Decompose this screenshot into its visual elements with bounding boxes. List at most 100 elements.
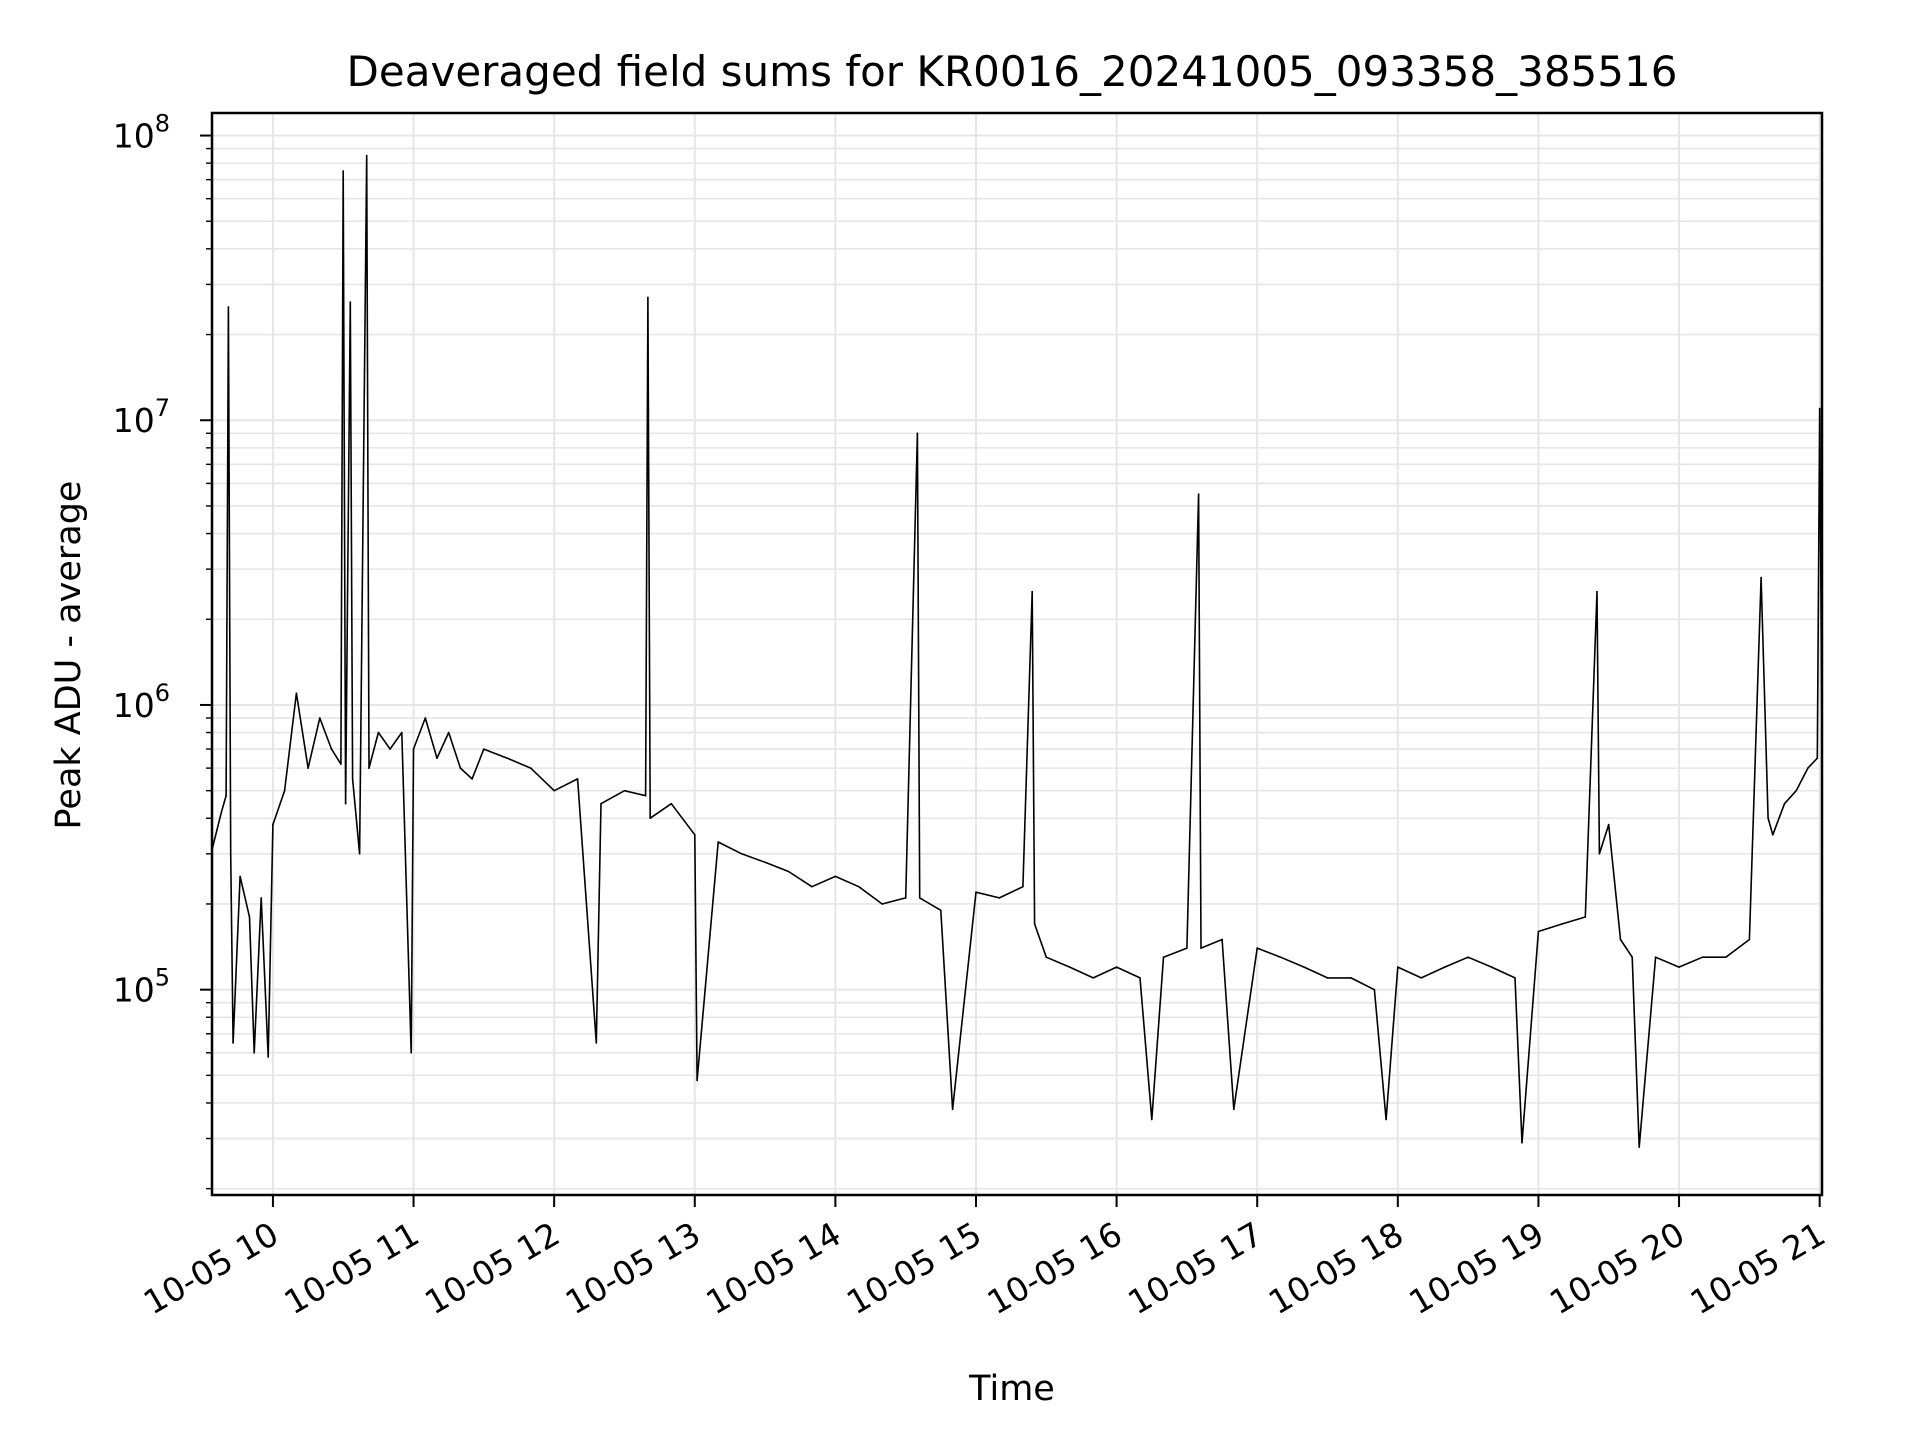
data-point — [1631, 956, 1633, 958]
data-point — [1760, 576, 1762, 579]
data-point — [1385, 1118, 1387, 1121]
data-point — [220, 811, 223, 813]
data-point — [225, 794, 227, 797]
data-point — [1068, 966, 1071, 968]
data-point — [1678, 966, 1680, 968]
data-point — [1584, 916, 1587, 918]
data-point — [1022, 885, 1024, 888]
data-point — [459, 767, 462, 769]
data-point — [377, 731, 380, 734]
data-point — [623, 789, 626, 792]
data-point — [267, 1056, 270, 1058]
data-point — [1654, 956, 1657, 958]
data-point — [506, 757, 509, 759]
data-point — [694, 834, 696, 836]
data-point — [553, 789, 555, 792]
data-point — [1638, 1146, 1640, 1148]
data-point — [904, 897, 907, 899]
data-point — [1514, 977, 1516, 979]
data-point — [1420, 977, 1423, 979]
data-point — [740, 853, 743, 855]
data-point — [410, 1052, 413, 1054]
series-line — [211, 154, 1823, 1148]
data-point — [1767, 817, 1769, 819]
chart-title: Deaveraged field sums for KR0016_2024100… — [347, 47, 1678, 96]
data-point — [595, 1042, 598, 1044]
data-point — [260, 897, 263, 899]
data-point — [227, 306, 230, 308]
data-point — [918, 897, 921, 899]
data-point — [424, 717, 427, 719]
data-point — [471, 778, 473, 780]
data-point — [647, 296, 649, 299]
data-point — [1725, 956, 1727, 958]
data-point — [330, 748, 333, 750]
data-point — [1561, 923, 1563, 925]
data-point — [951, 1108, 954, 1111]
y-tick-label: 105 — [113, 964, 170, 1010]
data-point — [412, 748, 415, 750]
data-point — [998, 897, 1001, 899]
data-point — [1490, 966, 1493, 968]
data-point — [295, 692, 298, 694]
data-point — [1031, 590, 1033, 593]
data-point — [1397, 966, 1399, 968]
data-point — [1619, 938, 1622, 941]
data-point — [834, 875, 837, 878]
data-point — [1045, 956, 1048, 958]
data-point — [1373, 988, 1376, 991]
data-point — [1807, 767, 1809, 769]
series-layer — [211, 154, 1823, 1148]
y-tick-label: 108 — [113, 110, 170, 156]
data-point — [529, 767, 532, 769]
data-point — [1818, 407, 1821, 410]
y-tick-label: 107 — [113, 394, 170, 440]
data-point — [881, 903, 883, 905]
data-point — [232, 1042, 234, 1044]
data-point — [1537, 930, 1540, 933]
data-point — [811, 885, 813, 888]
data-point — [248, 916, 251, 918]
data-point — [1598, 853, 1601, 855]
data-point — [342, 170, 345, 172]
data-point — [1186, 947, 1188, 949]
data-point — [1151, 1118, 1153, 1121]
data-point — [483, 748, 485, 750]
data-point — [365, 154, 368, 157]
data-point — [858, 885, 860, 888]
data-point — [1783, 802, 1786, 805]
data-point — [670, 802, 673, 805]
data-point — [1162, 956, 1165, 958]
data-point — [1443, 966, 1446, 968]
data-point — [1607, 823, 1610, 826]
data-point — [1772, 834, 1774, 836]
data-point — [975, 891, 977, 893]
data-point — [1139, 977, 1141, 979]
data-point — [916, 432, 919, 435]
data-point — [344, 802, 347, 805]
data-point — [1303, 966, 1305, 968]
y-tick-label: 106 — [113, 679, 170, 725]
data-point — [1816, 757, 1819, 759]
data-point — [649, 817, 651, 819]
data-point — [1467, 956, 1469, 958]
data-point — [1221, 938, 1223, 941]
x-axis-title: Time — [968, 1369, 1055, 1409]
data-point — [1748, 938, 1751, 941]
data-point — [283, 789, 286, 792]
data-point — [600, 802, 602, 805]
data-point — [644, 794, 647, 797]
data-point — [1233, 1108, 1235, 1111]
data-point — [1596, 590, 1598, 593]
data-point — [1701, 956, 1704, 958]
data-point — [717, 841, 719, 843]
data-point — [1115, 966, 1118, 968]
data-point — [1197, 493, 1200, 496]
y-axis-title: Peak ADU - average — [49, 481, 89, 830]
data-point — [351, 778, 354, 780]
data-point — [1279, 956, 1282, 958]
data-point — [1200, 947, 1202, 949]
data-point — [1256, 947, 1258, 949]
data-point — [1795, 789, 1797, 792]
